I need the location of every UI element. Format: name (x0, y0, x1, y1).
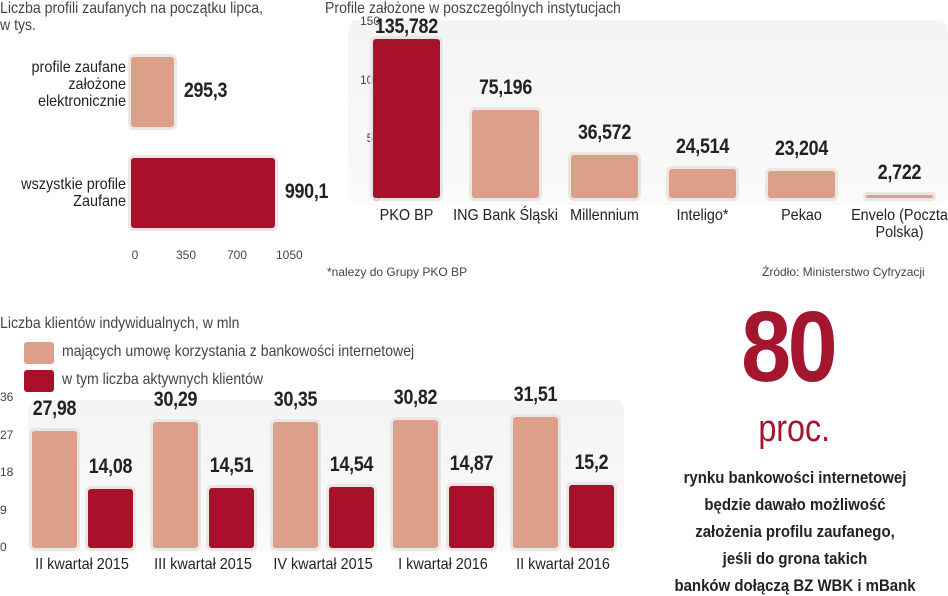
value-label: 14,08 (88, 455, 133, 479)
callout-line-1: rynku bankowości internetowej (683, 468, 907, 487)
value-label: 2,722 (877, 160, 922, 184)
value-label: 135,782 (375, 15, 438, 38)
x-tick-label: 700 (226, 248, 248, 262)
category-label: I kwartał 2016 (398, 556, 488, 573)
category-label: Inteligo* (676, 207, 729, 224)
bar (32, 431, 77, 548)
value-label: 27,98 (32, 397, 77, 421)
y-tick-label: 18 (0, 465, 14, 479)
category-label: IV kwartał 2015 (273, 556, 373, 573)
bar (393, 419, 438, 548)
callout-unit: proc. (758, 408, 831, 450)
category-label: II kwartał 2015 (35, 556, 129, 573)
callout-line-5: banków dołączą BZ WBK i mBank (674, 576, 916, 595)
legend-swatch-light (24, 342, 54, 364)
value-label: 14,87 (449, 452, 494, 476)
category-label: ING Bank Śląski (453, 207, 558, 224)
value-label: 15,2 (574, 450, 609, 474)
footnote: *nalezy do Grupy PKO BP (327, 265, 468, 279)
value-label: 14,54 (329, 453, 374, 477)
y-tick-label: 9 (0, 502, 7, 517)
bar (88, 489, 133, 548)
x-tick-label: 1050 (276, 248, 303, 262)
chart2-panel (348, 20, 948, 205)
legend-swatch-dark (24, 370, 54, 392)
category-label: Pekao (781, 207, 822, 224)
x-tick-label: 350 (175, 248, 197, 262)
y-tick-label: 27 (0, 427, 14, 442)
bar (669, 169, 736, 198)
y-tick-label: 0 (0, 540, 7, 554)
legend-label-1: mających umowę korzystania z bankowości … (62, 343, 415, 360)
value-label: 36,572 (577, 121, 632, 145)
value-label: 24,514 (675, 135, 730, 159)
category-label: Millennium (570, 207, 639, 224)
callout-line-4: jeśli do grona takich (722, 549, 868, 568)
bar (329, 487, 374, 548)
callout-line-3: założenia profilu zaufanego, (695, 522, 895, 541)
x-tick-label: 0 (131, 248, 139, 262)
bar (768, 170, 835, 198)
category-label: III kwartał 2015 (154, 556, 252, 573)
value-label: 30,82 (393, 385, 438, 409)
bar (449, 486, 494, 548)
chart1-title: Liczba profili zaufanych na początku lip… (0, 0, 263, 34)
chart3-title: Liczba klientów indywidualnych, w mln (0, 315, 240, 332)
bar (273, 421, 318, 548)
y-tick-label: 36 (0, 390, 14, 404)
category-label: II kwartał 2016 (516, 556, 610, 573)
y-tick-label: 150 (359, 13, 380, 28)
category-label: wszystkie profile Zaufane (21, 176, 126, 210)
value-label: 295,3 (183, 79, 228, 102)
category-label: Envelo (Poczta Polska) (851, 207, 948, 241)
value-label: 14,51 (209, 453, 254, 477)
bar (513, 416, 558, 548)
value-label: 31,51 (513, 382, 558, 406)
bar (866, 194, 933, 198)
value-label: 990,1 (285, 180, 329, 203)
category-label: profile zaufane założone elektronicznie (31, 59, 127, 110)
source: Źródło: Ministerstwo Cyfryzacji (762, 265, 925, 279)
value-label: 30,35 (273, 387, 318, 411)
bar (571, 155, 638, 198)
value-label: 75,196 (478, 75, 533, 99)
category-label: PKO BP (379, 207, 434, 224)
bar (131, 158, 276, 228)
callout-line-2: będzie dawało możliwość (704, 495, 886, 514)
bar (373, 38, 440, 198)
bar (209, 487, 254, 548)
bar (569, 484, 614, 548)
callout-number: 80 (741, 291, 838, 403)
value-label: 30,29 (153, 387, 198, 411)
value-label: 23,204 (774, 136, 829, 160)
bar (153, 421, 198, 548)
bar (472, 109, 539, 198)
bar (131, 57, 175, 127)
chart2-title: Profile założone w poszczególnych instyt… (325, 0, 621, 17)
legend-label-2: w tym liczba aktywnych klientów (62, 371, 264, 388)
